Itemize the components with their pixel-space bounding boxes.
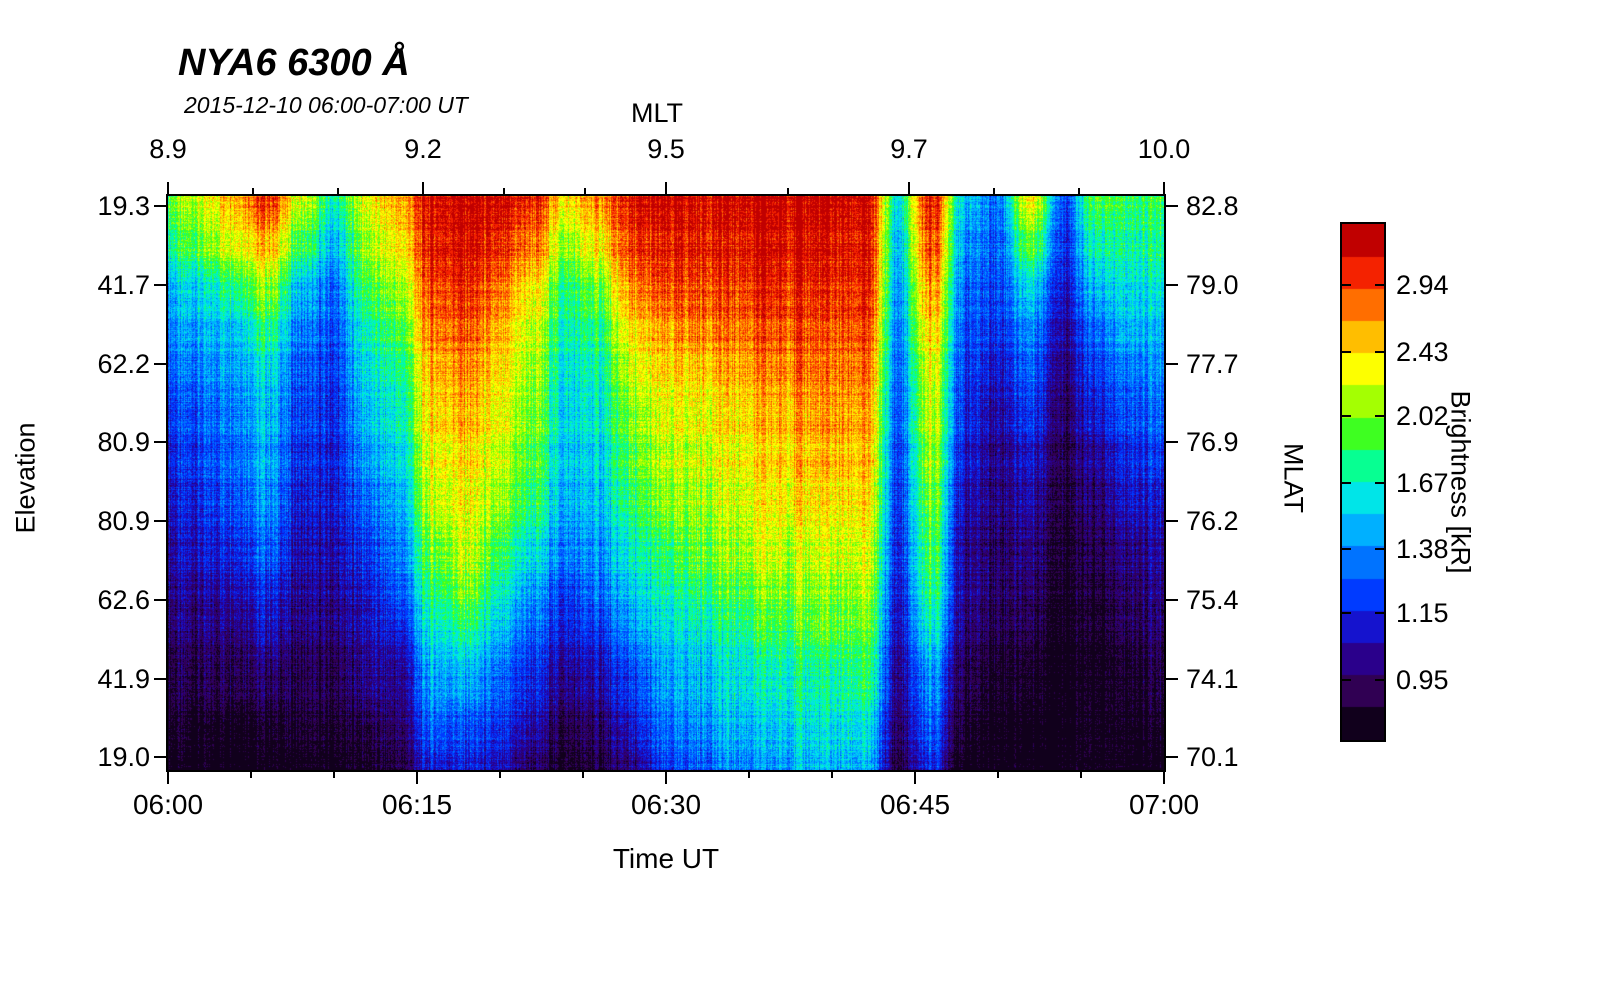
colorbar-tick-mark [1342, 481, 1351, 484]
time-tick-label: 06:30 [630, 789, 702, 820]
time-tick-mark [914, 770, 916, 784]
elevation-tick-mark [154, 520, 168, 523]
time-tick-mark [665, 770, 667, 784]
time-tick-mark [1163, 770, 1165, 784]
elevation-tick-label: 19.0 [97, 742, 150, 773]
mlat-tick-mark [1164, 205, 1178, 208]
mlt-tick-mark [167, 182, 169, 196]
mlat-tick-mark [1164, 283, 1178, 286]
mlt-minor-tick-mark [1078, 188, 1081, 196]
mlt-tick-mark [1163, 182, 1165, 196]
mlat-tick-label: 77.7 [1186, 348, 1239, 379]
time-tick-mark [167, 770, 169, 784]
elevation-tick-label: 41.7 [97, 269, 150, 300]
colorbar-tick-mark [1342, 678, 1351, 681]
time-tick-mark [416, 770, 418, 784]
mlt-minor-tick-mark [584, 188, 587, 196]
time-minor-tick-mark [249, 770, 252, 778]
elevation-tick-label: 41.9 [97, 663, 150, 694]
colorbar-tick-label: 1.15 [1396, 598, 1449, 629]
elevation-tick-label: 80.9 [97, 427, 150, 458]
colorbar-tick-mark [1375, 612, 1384, 615]
colorbar-tick-mark [1375, 283, 1384, 286]
mlt-minor-tick-mark [251, 188, 254, 196]
colorbar-tick-mark [1342, 350, 1351, 353]
time-tick-label: 07:00 [1128, 789, 1200, 820]
colorbar-tick-mark [1375, 481, 1384, 484]
elevation-tick-label: 62.6 [97, 585, 150, 616]
mlat-tick-label: 76.2 [1186, 506, 1239, 537]
mlat-tick-label: 75.4 [1186, 585, 1239, 616]
mlt-axis-title: MLT [631, 98, 683, 128]
colorbar-tick-label: 1.38 [1396, 534, 1449, 565]
elevation-tick-mark [154, 205, 168, 208]
time-tick-label: 06:00 [132, 789, 204, 820]
mlt-tick-label: 9.2 [404, 134, 442, 164]
mlt-tick-label: 8.9 [149, 134, 187, 164]
mlt-tick-label: 9.5 [647, 134, 685, 164]
mlat-tick-mark [1164, 520, 1178, 523]
time-tick-label: 06:15 [381, 789, 453, 820]
mlat-tick-label: 79.0 [1186, 269, 1239, 300]
figure-title: NYA6 6300 Å [178, 42, 410, 84]
keogram-heatmap-canvas [168, 196, 1164, 770]
time-tick-label: 06:45 [879, 789, 951, 820]
elevation-tick-mark [154, 677, 168, 680]
time-minor-tick-mark [996, 770, 999, 778]
elevation-tick-mark [154, 599, 168, 602]
time-minor-tick-mark [831, 770, 834, 778]
elevation-tick-mark [154, 756, 168, 759]
heatmap-plot-area [166, 194, 1166, 772]
mlt-tick-label: 9.7 [890, 134, 928, 164]
mlat-tick-mark [1164, 677, 1178, 680]
colorbar-tick-label: 2.02 [1396, 401, 1449, 432]
time-minor-tick-mark [333, 770, 336, 778]
colorbar-tick-mark [1342, 415, 1351, 418]
colorbar-tick-mark [1375, 678, 1384, 681]
mlat-tick-label: 74.1 [1186, 663, 1239, 694]
colorbar-tick-mark [1375, 415, 1384, 418]
time-minor-tick-mark [1080, 770, 1083, 778]
mlat-tick-label: 70.1 [1186, 742, 1239, 773]
elevation-tick-mark [154, 283, 168, 286]
time-minor-tick-mark [498, 770, 501, 778]
mlt-minor-tick-mark [502, 188, 505, 196]
colorbar-tick-label: 2.43 [1396, 336, 1449, 367]
mlt-tick-label: 10.0 [1137, 134, 1191, 164]
colorbar-tick-label: 0.95 [1396, 664, 1449, 695]
elevation-tick-label: 80.9 [97, 506, 150, 537]
mlat-tick-label: 82.8 [1186, 191, 1239, 222]
mlat-tick-mark [1164, 362, 1178, 365]
elevation-tick-mark [154, 441, 168, 444]
mlat-tick-mark [1164, 756, 1178, 759]
colorbar-tick-label: 2.94 [1396, 269, 1449, 300]
time-minor-tick-mark [747, 770, 750, 778]
elevation-tick-mark [154, 362, 168, 365]
mlt-minor-tick-mark [337, 188, 340, 196]
mlat-tick-label: 76.9 [1186, 427, 1239, 458]
mlat-tick-mark [1164, 599, 1178, 602]
mlt-tick-mark [908, 182, 911, 196]
figure-subtitle: 2015-12-10 06:00-07:00 UT [184, 92, 468, 118]
colorbar-tick-mark [1342, 612, 1351, 615]
mlt-tick-mark [421, 182, 424, 196]
colorbar-tick-mark [1375, 350, 1384, 353]
colorbar-tick-mark [1375, 548, 1384, 551]
time-axis-title: Time UT [612, 843, 720, 874]
colorbar-tick-label: 1.67 [1396, 467, 1449, 498]
mlt-tick-mark [665, 182, 667, 196]
elevation-tick-label: 62.2 [97, 348, 150, 379]
mlat-tick-mark [1164, 441, 1178, 444]
mlt-minor-tick-mark [786, 188, 789, 196]
mlt-minor-tick-mark [992, 188, 995, 196]
colorbar-tick-mark [1342, 548, 1351, 551]
elevation-tick-label: 19.3 [97, 191, 150, 222]
time-minor-tick-mark [582, 770, 585, 778]
colorbar-tick-mark [1342, 283, 1351, 286]
